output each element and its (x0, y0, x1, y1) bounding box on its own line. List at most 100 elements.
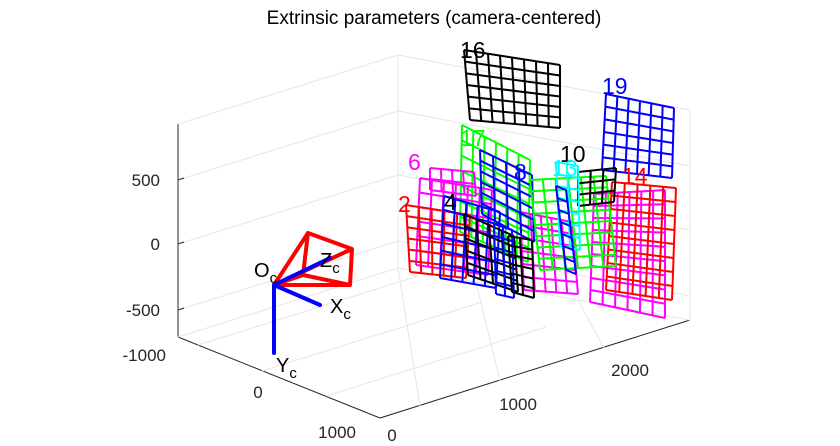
grid-row-line (605, 105, 674, 121)
grid-row-line (509, 263, 534, 270)
camera-y-main: Y (276, 355, 289, 377)
grid-row-line (508, 244, 533, 251)
grid-row-line (590, 289, 666, 305)
x-tick-label: 0 (253, 383, 262, 402)
grid-line (475, 281, 501, 382)
z-tick (177, 307, 185, 311)
grid-col-line (475, 219, 482, 280)
z-tick (177, 177, 185, 181)
board-label: 8 (514, 159, 527, 185)
grid-row-line (589, 301, 666, 319)
checkerboard-grid (429, 167, 477, 197)
z-tick (177, 241, 185, 245)
camera-z-axis (272, 256, 332, 287)
grid-row-line (469, 119, 561, 129)
grid-row-line (556, 185, 579, 191)
grid-row-line (406, 215, 470, 227)
camera-z-label: Zc (320, 250, 340, 277)
grid-line (261, 301, 483, 372)
grid-row-line (460, 169, 530, 205)
grid-row-line (463, 49, 561, 66)
grid-row-line (565, 269, 577, 275)
grid-row-line (561, 233, 573, 239)
grid-col-line (565, 189, 577, 275)
camera-origin-main: O (254, 260, 270, 282)
grid-row-line (539, 265, 617, 271)
camera-origin-sub: c (270, 270, 278, 287)
y-tick-label: 0 (387, 426, 396, 445)
grid-line (397, 110, 691, 167)
grid-line (197, 275, 419, 346)
grid-row-line (605, 289, 673, 301)
grid-row-line (479, 159, 533, 188)
grid-row-line (408, 248, 468, 258)
grid-col-line (601, 169, 605, 204)
checkerboard-grid (405, 204, 471, 279)
camera-axes (272, 256, 332, 355)
grid-line (177, 240, 399, 311)
grid-row-line (480, 170, 534, 199)
axis-box (177, 124, 691, 419)
checkerboard-grid (507, 235, 535, 299)
grid-row-line (461, 124, 531, 161)
camera-y-label: Yc (276, 355, 297, 382)
checkerboard-grid (555, 185, 577, 275)
grid-row-line (601, 169, 673, 179)
grid-col-line (463, 213, 469, 276)
grid-row-line (465, 237, 516, 260)
checkerboard-grid (605, 181, 677, 301)
grid-row-line (510, 272, 534, 280)
grid-row-line (468, 107, 561, 119)
chart-title: Extrinsic parameters (camera-centered) (267, 8, 602, 29)
grid-row-line (464, 60, 561, 77)
grid-row-line (603, 143, 673, 156)
z-tick-label: 0 (151, 235, 160, 254)
grid-row-line (609, 221, 675, 231)
camera-x-main: X (330, 296, 343, 318)
grid-row-line (537, 242, 614, 249)
camera-x-sub: c (343, 306, 351, 323)
checkerboard-grid (601, 93, 675, 179)
x-tick-label: 1000 (318, 423, 356, 442)
grid-row-line (509, 253, 533, 261)
board-label: 17 (460, 125, 486, 151)
grid-row-line (409, 271, 467, 279)
grid-col-line (513, 235, 519, 293)
tick-marks (177, 177, 185, 311)
grid-row-line (608, 235, 675, 245)
grid-row-line (495, 293, 515, 299)
grid-col-line (589, 170, 592, 205)
grid-row-line (577, 167, 617, 173)
grid-row-line (407, 226, 469, 237)
camera-z-sub: c (332, 260, 340, 277)
grid-line (397, 267, 421, 407)
x-axis-line (177, 336, 381, 419)
grid-row-line (602, 156, 673, 168)
grid-row-line (590, 277, 666, 291)
camera-x-label: Xc (330, 296, 351, 323)
y-axis-line (379, 319, 691, 419)
grid-row-line (555, 161, 579, 167)
grid-line (177, 174, 399, 245)
grid-row-line (559, 221, 571, 227)
grid-line (325, 326, 547, 397)
grid-row-line (494, 234, 513, 243)
grid-row-line (557, 197, 568, 203)
grid-col-line (651, 190, 655, 316)
grid-row-line (604, 118, 674, 133)
x-tick-label: -1000 (123, 346, 166, 365)
grid-line (177, 54, 399, 125)
checkerboard-grid (463, 49, 561, 129)
board-label: 2 (398, 191, 411, 217)
grid-row-line (439, 277, 497, 289)
grid-row-line (465, 72, 561, 87)
board-label: 6 (408, 149, 421, 175)
grid-row-line (593, 203, 666, 207)
camera-z-main: Z (320, 250, 332, 272)
grid-row-line (429, 178, 476, 185)
grid-line (577, 299, 605, 349)
grid-row-line (480, 181, 534, 210)
board-label: 16 (460, 37, 486, 63)
